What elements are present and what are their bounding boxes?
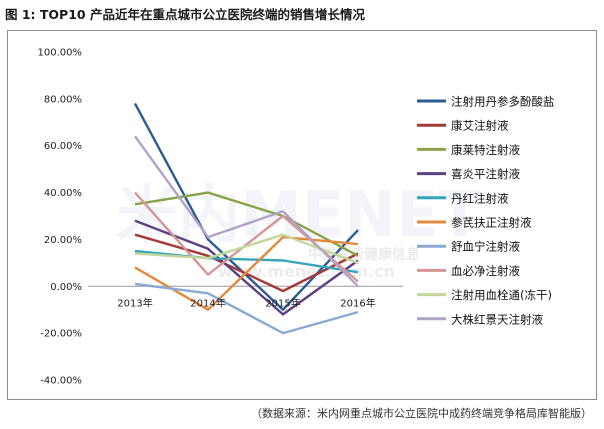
y-tick-label: 40.00% xyxy=(44,188,82,199)
line-chart: 米内MENET 中国医药健康信息 www.menet.com.cn 100.00… xyxy=(38,48,555,387)
legend-label: 注射用血栓通(冻干) xyxy=(451,288,552,302)
legend-label: 康莱特注射液 xyxy=(451,143,520,157)
y-tick-label: -20.00% xyxy=(40,329,82,340)
x-axis: 2013年 2014年 2015年 2016年 xyxy=(117,296,375,309)
data-source-note: （数据来源：米内网重点城市公立医院中成药终端竞争格局库智能版） xyxy=(251,407,592,420)
x-tick-label: 2016年 xyxy=(340,296,375,309)
x-tick-label: 2015年 xyxy=(265,296,300,309)
y-tick-label: 0.00% xyxy=(50,282,82,293)
chart-title: 图 1: TOP10 产品近年在重点城市公立医院终端的销售增长情况 xyxy=(5,7,365,22)
y-tick-label: 100.00% xyxy=(38,48,83,59)
x-tick-label: 2013年 xyxy=(117,296,152,309)
legend-label: 丹红注射液 xyxy=(451,191,509,205)
legend: 注射用丹参多酚酸盐康艾注射液康莱特注射液喜炎平注射液丹红注射液参芪扶正注射液舒血… xyxy=(417,95,555,326)
series-line-10 xyxy=(134,135,359,288)
legend-label: 康艾注射液 xyxy=(451,119,509,133)
legend-label: 参芪扶正注射液 xyxy=(451,216,532,230)
legend-label: 血必净注射液 xyxy=(451,264,520,278)
legend-label: 大株红景天注射液 xyxy=(451,312,543,326)
x-tick-label: 2014年 xyxy=(190,296,225,309)
legend-label: 注射用丹参多酚酸盐 xyxy=(451,95,555,109)
chart-frame: 米内MENET 中国医药健康信息 www.menet.com.cn 100.00… xyxy=(7,30,597,400)
series-line-3 xyxy=(134,191,359,257)
series-line-7 xyxy=(134,282,359,335)
y-tick-label: -40.00% xyxy=(40,376,82,387)
y-tick-label: 80.00% xyxy=(44,94,82,105)
y-axis: 100.00% 80.00% 60.00% 40.00% 20.00% 0.00% -20.… xyxy=(38,48,83,387)
legend-label: 舒血宁注射液 xyxy=(451,240,520,254)
series-lines xyxy=(133,102,359,335)
watermark-slogan: 中国医药健康信息 xyxy=(308,246,420,263)
y-tick-label: 20.00% xyxy=(44,235,82,246)
legend-label: 喜炎平注射液 xyxy=(451,167,520,181)
y-tick-label: 60.00% xyxy=(44,141,82,152)
